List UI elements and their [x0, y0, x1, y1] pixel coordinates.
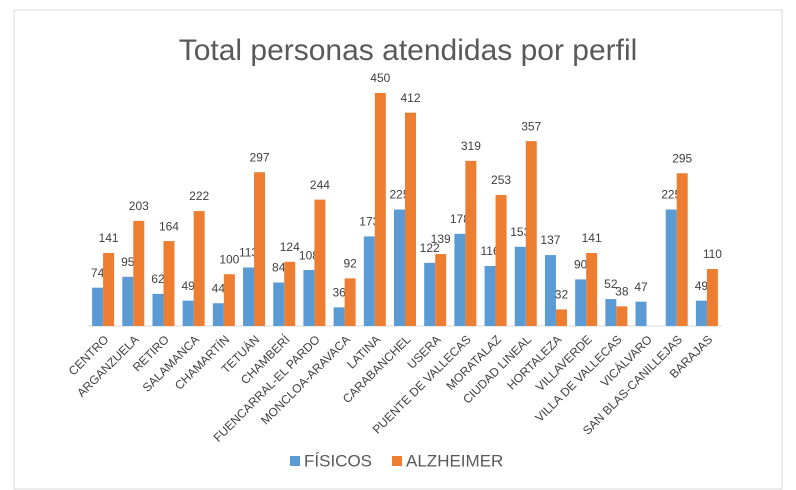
bar [363, 236, 375, 326]
bar [152, 293, 164, 326]
bar [212, 303, 224, 326]
data-label: 124 [280, 240, 300, 254]
bar [514, 246, 526, 326]
data-label: 153 [510, 225, 530, 239]
bar [243, 267, 255, 326]
data-label: 90 [574, 258, 588, 272]
data-label: 108 [299, 248, 319, 262]
bar [374, 93, 386, 326]
data-label: 52 [604, 277, 618, 291]
bar [605, 299, 617, 326]
data-label: 62 [151, 272, 165, 286]
data-label: 244 [310, 178, 330, 192]
data-label: 49 [695, 279, 709, 293]
bar [544, 255, 556, 326]
data-label: 319 [461, 139, 481, 153]
bar [314, 199, 326, 326]
bar [223, 274, 235, 326]
data-label: 222 [189, 189, 209, 203]
bar [405, 112, 416, 326]
bar [635, 301, 647, 326]
data-label: 49 [181, 279, 195, 293]
bar [575, 279, 587, 326]
bar [92, 287, 104, 326]
legend-label: FÍSICOS [304, 451, 372, 470]
bar [163, 241, 175, 326]
legend-label: ALZHEIMER [406, 451, 503, 470]
data-label: 450 [370, 71, 390, 85]
data-label: 141 [99, 231, 119, 245]
bar [706, 269, 718, 326]
data-label: 110 [703, 247, 722, 261]
bar [284, 261, 296, 326]
legend-swatch [392, 456, 403, 466]
bar [435, 254, 447, 326]
bar [525, 141, 537, 326]
data-label: 357 [521, 119, 541, 133]
data-label: 84 [272, 261, 286, 275]
data-label: 225 [389, 188, 409, 202]
data-label: 32 [555, 288, 569, 302]
bar [122, 276, 134, 326]
bar [193, 211, 205, 326]
bar [333, 307, 345, 326]
bar [133, 220, 145, 326]
data-label: 95 [121, 255, 135, 269]
bar [586, 252, 598, 326]
data-label: 178 [450, 212, 470, 226]
chart-title: Total personas atendidas por perfil [179, 34, 638, 67]
data-label: 44 [212, 281, 226, 295]
bar [616, 306, 628, 326]
bar [465, 160, 477, 326]
bar [454, 233, 466, 326]
data-label: 38 [615, 284, 629, 298]
data-label: 47 [634, 280, 648, 294]
bar [484, 265, 496, 326]
data-label: 116 [481, 244, 500, 258]
data-label: 253 [491, 173, 511, 187]
bar [495, 195, 507, 326]
data-label: 92 [343, 257, 357, 271]
bar [424, 262, 436, 326]
bar [555, 309, 567, 326]
data-label: 164 [159, 219, 179, 233]
data-label: 36 [332, 286, 346, 300]
bar [665, 209, 677, 326]
data-label: 122 [420, 241, 440, 255]
bar [103, 252, 115, 326]
bar [303, 270, 315, 326]
data-label: 412 [400, 91, 420, 105]
bar [676, 173, 688, 326]
data-label: 173 [359, 215, 379, 229]
legend-swatch [290, 456, 300, 466]
data-label: 141 [582, 231, 602, 245]
data-label: 295 [672, 151, 692, 165]
bar [182, 300, 194, 326]
bar [394, 209, 405, 326]
data-label: 100 [219, 252, 239, 266]
data-label: 297 [250, 150, 270, 164]
data-label: 225 [661, 188, 681, 202]
bar [344, 278, 356, 326]
bar [695, 300, 707, 326]
data-label: 203 [129, 199, 149, 213]
data-label: 74 [91, 266, 105, 280]
bar [273, 282, 285, 326]
data-label: 139 [431, 232, 451, 246]
data-label: 113 [239, 246, 258, 260]
bar [254, 172, 266, 326]
data-label: 137 [540, 233, 560, 247]
